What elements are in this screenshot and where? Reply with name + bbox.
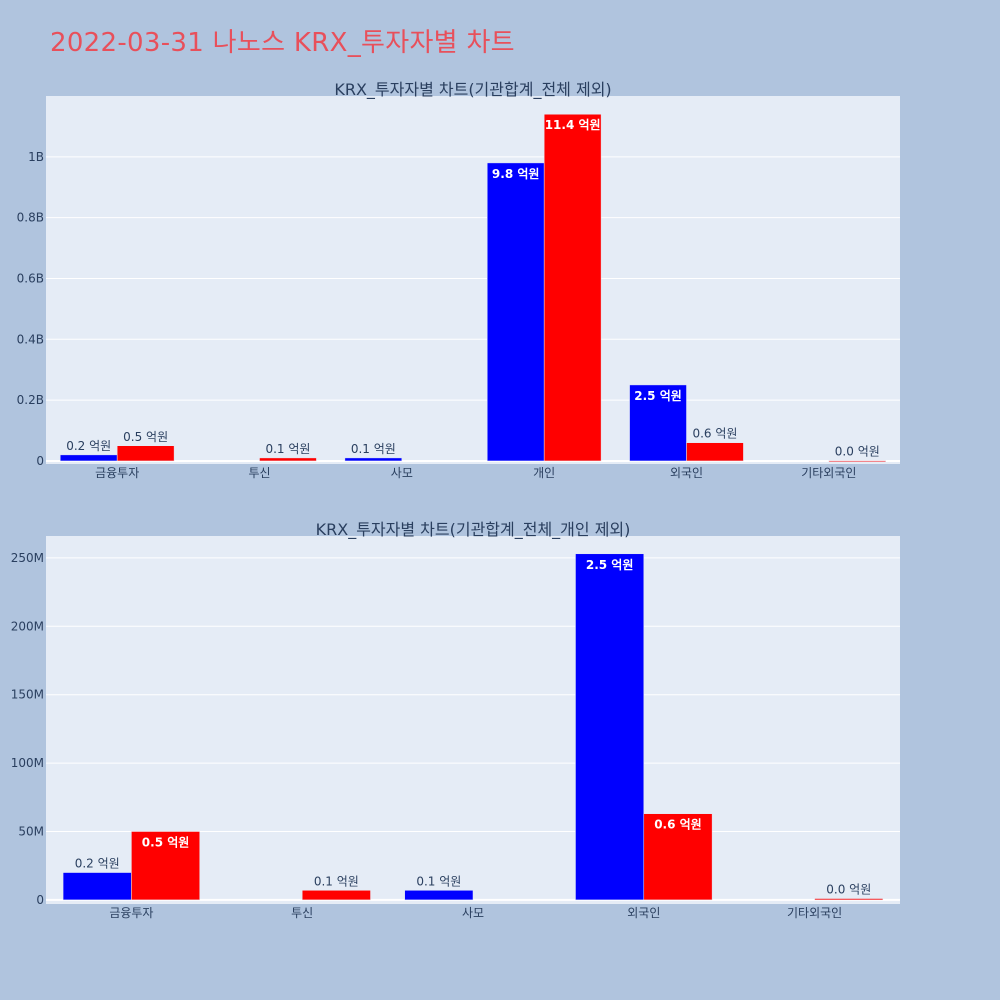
x-tick-label: 금융투자 bbox=[109, 906, 153, 920]
bar bbox=[344, 457, 403, 462]
y-tick-label: 250M bbox=[11, 551, 44, 565]
bar-data-label: 0.2 억원 bbox=[66, 439, 111, 453]
bar-data-label: 0.0 억원 bbox=[826, 883, 871, 897]
bar-data-label: 11.4 억원 bbox=[545, 118, 601, 132]
x-tick-label: 기타외국인 bbox=[787, 906, 842, 920]
x-tick-label: 투신 bbox=[291, 906, 313, 920]
y-tick-label: 100M bbox=[11, 756, 44, 770]
bar-data-label: 2.5 억원 bbox=[586, 558, 634, 572]
x-tick-label: 개인 bbox=[533, 466, 555, 480]
bar bbox=[814, 898, 884, 901]
bar bbox=[828, 460, 887, 462]
bar-data-label: 2.5 억원 bbox=[634, 389, 682, 403]
x-tick-label: 투신 bbox=[248, 466, 270, 480]
x-tick-label: 금융투자 bbox=[95, 466, 139, 480]
y-tick-label: 150M bbox=[11, 688, 44, 702]
y-tick-label: 0.8B bbox=[17, 211, 44, 225]
bar bbox=[629, 384, 687, 462]
x-tick-label: 기타외국인 bbox=[801, 466, 856, 480]
bar bbox=[259, 457, 317, 462]
bar bbox=[643, 813, 713, 901]
page-title: 2022-03-31 나노스 KRX_투자자별 차트 bbox=[50, 28, 515, 58]
y-tick-label: 0 bbox=[36, 454, 44, 468]
y-tick-label: 0 bbox=[36, 893, 44, 907]
bar bbox=[575, 553, 645, 901]
bar-data-label: 0.5 억원 bbox=[123, 430, 168, 444]
y-tick-label: 0.2B bbox=[17, 393, 44, 407]
bar-data-label: 0.1 억원 bbox=[416, 874, 461, 888]
x-tick-label: 사모 bbox=[391, 466, 413, 480]
chart-title: KRX_투자자별 차트(기관합계_전체 제외) bbox=[334, 80, 611, 100]
bar-data-label: 0.0 억원 bbox=[835, 445, 880, 459]
chart-panel-2: 0 50M 100M 150M 200M 250M KRX_투자자별 차트(기관합계_전체_… bbox=[11, 520, 900, 920]
chart-title: KRX_투자자별 차트(기관합계_전체_개인 제외) bbox=[316, 520, 631, 540]
bar bbox=[404, 890, 474, 901]
y-tick-label: 50M bbox=[18, 824, 44, 838]
bar bbox=[543, 113, 602, 462]
x-tick-label: 외국인 bbox=[670, 466, 703, 480]
bar bbox=[62, 872, 132, 901]
bar-data-label: 0.2 억원 bbox=[75, 857, 120, 871]
bar-data-label: 0.1 억원 bbox=[314, 874, 359, 888]
bar bbox=[131, 831, 200, 901]
bar-data-label: 0.5 억원 bbox=[142, 835, 190, 849]
bar bbox=[116, 445, 175, 462]
plot-area bbox=[46, 96, 900, 464]
bar-data-label: 0.1 억원 bbox=[351, 442, 396, 456]
y-tick-label: 0.4B bbox=[17, 332, 44, 346]
x-tick-label: 외국인 bbox=[627, 906, 660, 920]
bar-data-label: 0.6 억원 bbox=[654, 818, 702, 832]
bar bbox=[686, 442, 744, 462]
y-tick-label: 0.6B bbox=[17, 271, 44, 285]
bar bbox=[301, 890, 371, 901]
chart-panel-1: 0 0.2B 0.4B 0.6B 0.8B 1B KRX_투자자별 차트(기관합계_전체 제… bbox=[17, 80, 900, 480]
y-tick-label: 200M bbox=[11, 619, 44, 633]
bar-data-label: 0.6 억원 bbox=[692, 427, 737, 441]
bar-data-label: 9.8 억원 bbox=[492, 167, 540, 181]
bar bbox=[59, 454, 118, 462]
x-tick-label: 사모 bbox=[462, 906, 484, 920]
bar bbox=[486, 162, 545, 462]
y-tick-label: 1B bbox=[28, 150, 44, 164]
bar-data-label: 0.1 억원 bbox=[265, 442, 310, 456]
